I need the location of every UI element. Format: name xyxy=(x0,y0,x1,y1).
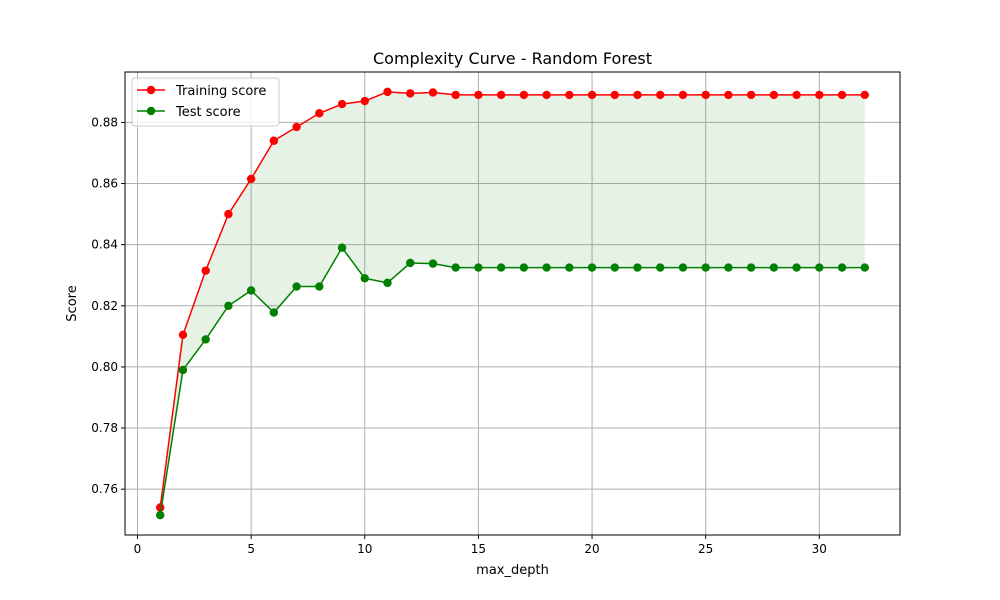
data-point xyxy=(292,282,301,291)
data-point xyxy=(246,286,256,295)
data-point xyxy=(292,122,301,132)
data-point xyxy=(724,263,733,272)
legend-marker xyxy=(146,85,156,95)
data-point xyxy=(565,90,574,100)
data-point xyxy=(269,308,279,317)
y-tick-label: 0.86 xyxy=(91,177,118,191)
data-point xyxy=(746,263,756,272)
x-axis-label: max_depth xyxy=(476,563,549,578)
x-tick-label: 25 xyxy=(698,542,713,556)
legend-label: Training score xyxy=(175,84,266,99)
data-point xyxy=(837,90,847,100)
series-1 xyxy=(156,243,869,520)
data-point xyxy=(769,90,779,100)
data-point xyxy=(587,263,597,272)
legend: Training score Test score xyxy=(131,77,280,127)
data-point xyxy=(224,301,233,310)
legend-item: Test score xyxy=(137,105,241,120)
x-tick-label: 20 xyxy=(584,542,599,556)
data-point xyxy=(587,90,597,100)
data-point xyxy=(474,90,483,100)
legend-box xyxy=(131,77,280,127)
legend-marker xyxy=(146,106,156,116)
data-point xyxy=(565,263,574,272)
data-point xyxy=(724,90,733,100)
data-point xyxy=(610,263,619,272)
legend-label: Test score xyxy=(175,105,241,120)
grid-layer xyxy=(125,72,900,535)
data-point xyxy=(837,263,847,272)
data-point xyxy=(519,263,529,272)
series-layer xyxy=(156,87,869,520)
data-point xyxy=(428,259,438,268)
data-point xyxy=(246,174,256,184)
data-point xyxy=(474,263,483,272)
data-point xyxy=(451,263,460,272)
data-point xyxy=(201,335,210,344)
y-axis-label: Score xyxy=(65,285,80,321)
data-point xyxy=(178,365,188,375)
x-tick-label: 10 xyxy=(357,542,372,556)
data-point xyxy=(746,90,756,100)
plot-frame xyxy=(124,71,901,536)
y-tick-layer: 0.76 0.78 0.80 0.82 0.84 0.86 0.88 xyxy=(91,115,125,496)
y-tick-label: 0.80 xyxy=(91,360,118,374)
data-point xyxy=(428,88,438,97)
data-point xyxy=(633,263,642,272)
data-point xyxy=(656,263,665,272)
data-point xyxy=(360,274,369,283)
data-point xyxy=(769,263,779,272)
data-point xyxy=(792,263,801,272)
data-point xyxy=(792,90,801,100)
data-point xyxy=(496,263,506,272)
data-point xyxy=(496,90,506,100)
fill-between-layer xyxy=(160,91,865,516)
x-tick-label: 15 xyxy=(471,542,486,556)
data-point xyxy=(383,87,392,97)
fill-between-area xyxy=(160,91,865,516)
data-point xyxy=(315,109,324,118)
data-point xyxy=(337,243,347,252)
data-point xyxy=(633,90,642,100)
data-point xyxy=(360,96,369,106)
data-point xyxy=(815,263,824,272)
y-tick-label: 0.84 xyxy=(91,238,118,252)
data-point xyxy=(860,263,869,272)
data-point xyxy=(542,263,551,272)
data-point xyxy=(542,90,551,100)
x-tick-label: 5 xyxy=(247,542,255,556)
data-point xyxy=(815,90,824,100)
data-point xyxy=(337,99,347,109)
y-tick-label: 0.88 xyxy=(91,115,118,129)
data-point xyxy=(383,278,392,288)
data-point xyxy=(701,263,710,272)
data-point xyxy=(678,263,688,272)
data-point xyxy=(315,282,324,291)
data-point xyxy=(656,90,665,100)
data-point xyxy=(519,90,529,100)
data-point xyxy=(201,266,210,275)
data-point xyxy=(610,90,619,100)
data-point xyxy=(224,209,233,219)
chart-title: Complexity Curve - Random Forest xyxy=(373,49,652,68)
data-point xyxy=(451,90,460,100)
series-0 xyxy=(156,87,869,512)
y-tick-label: 0.82 xyxy=(91,299,118,313)
data-point xyxy=(156,510,165,520)
data-point xyxy=(269,136,279,145)
data-point xyxy=(701,90,710,100)
data-point xyxy=(178,330,188,340)
y-tick-label: 0.78 xyxy=(91,421,118,435)
y-tick-label: 0.76 xyxy=(91,482,118,496)
data-point xyxy=(678,90,688,100)
x-tick-label: 30 xyxy=(812,542,827,556)
data-point xyxy=(406,258,415,268)
data-point xyxy=(860,90,869,100)
data-point xyxy=(406,89,415,98)
legend-item: Training score xyxy=(137,84,266,99)
x-tick-layer: 0 5 10 15 20 25 30 xyxy=(134,535,827,556)
x-tick-label: 0 xyxy=(134,542,142,556)
